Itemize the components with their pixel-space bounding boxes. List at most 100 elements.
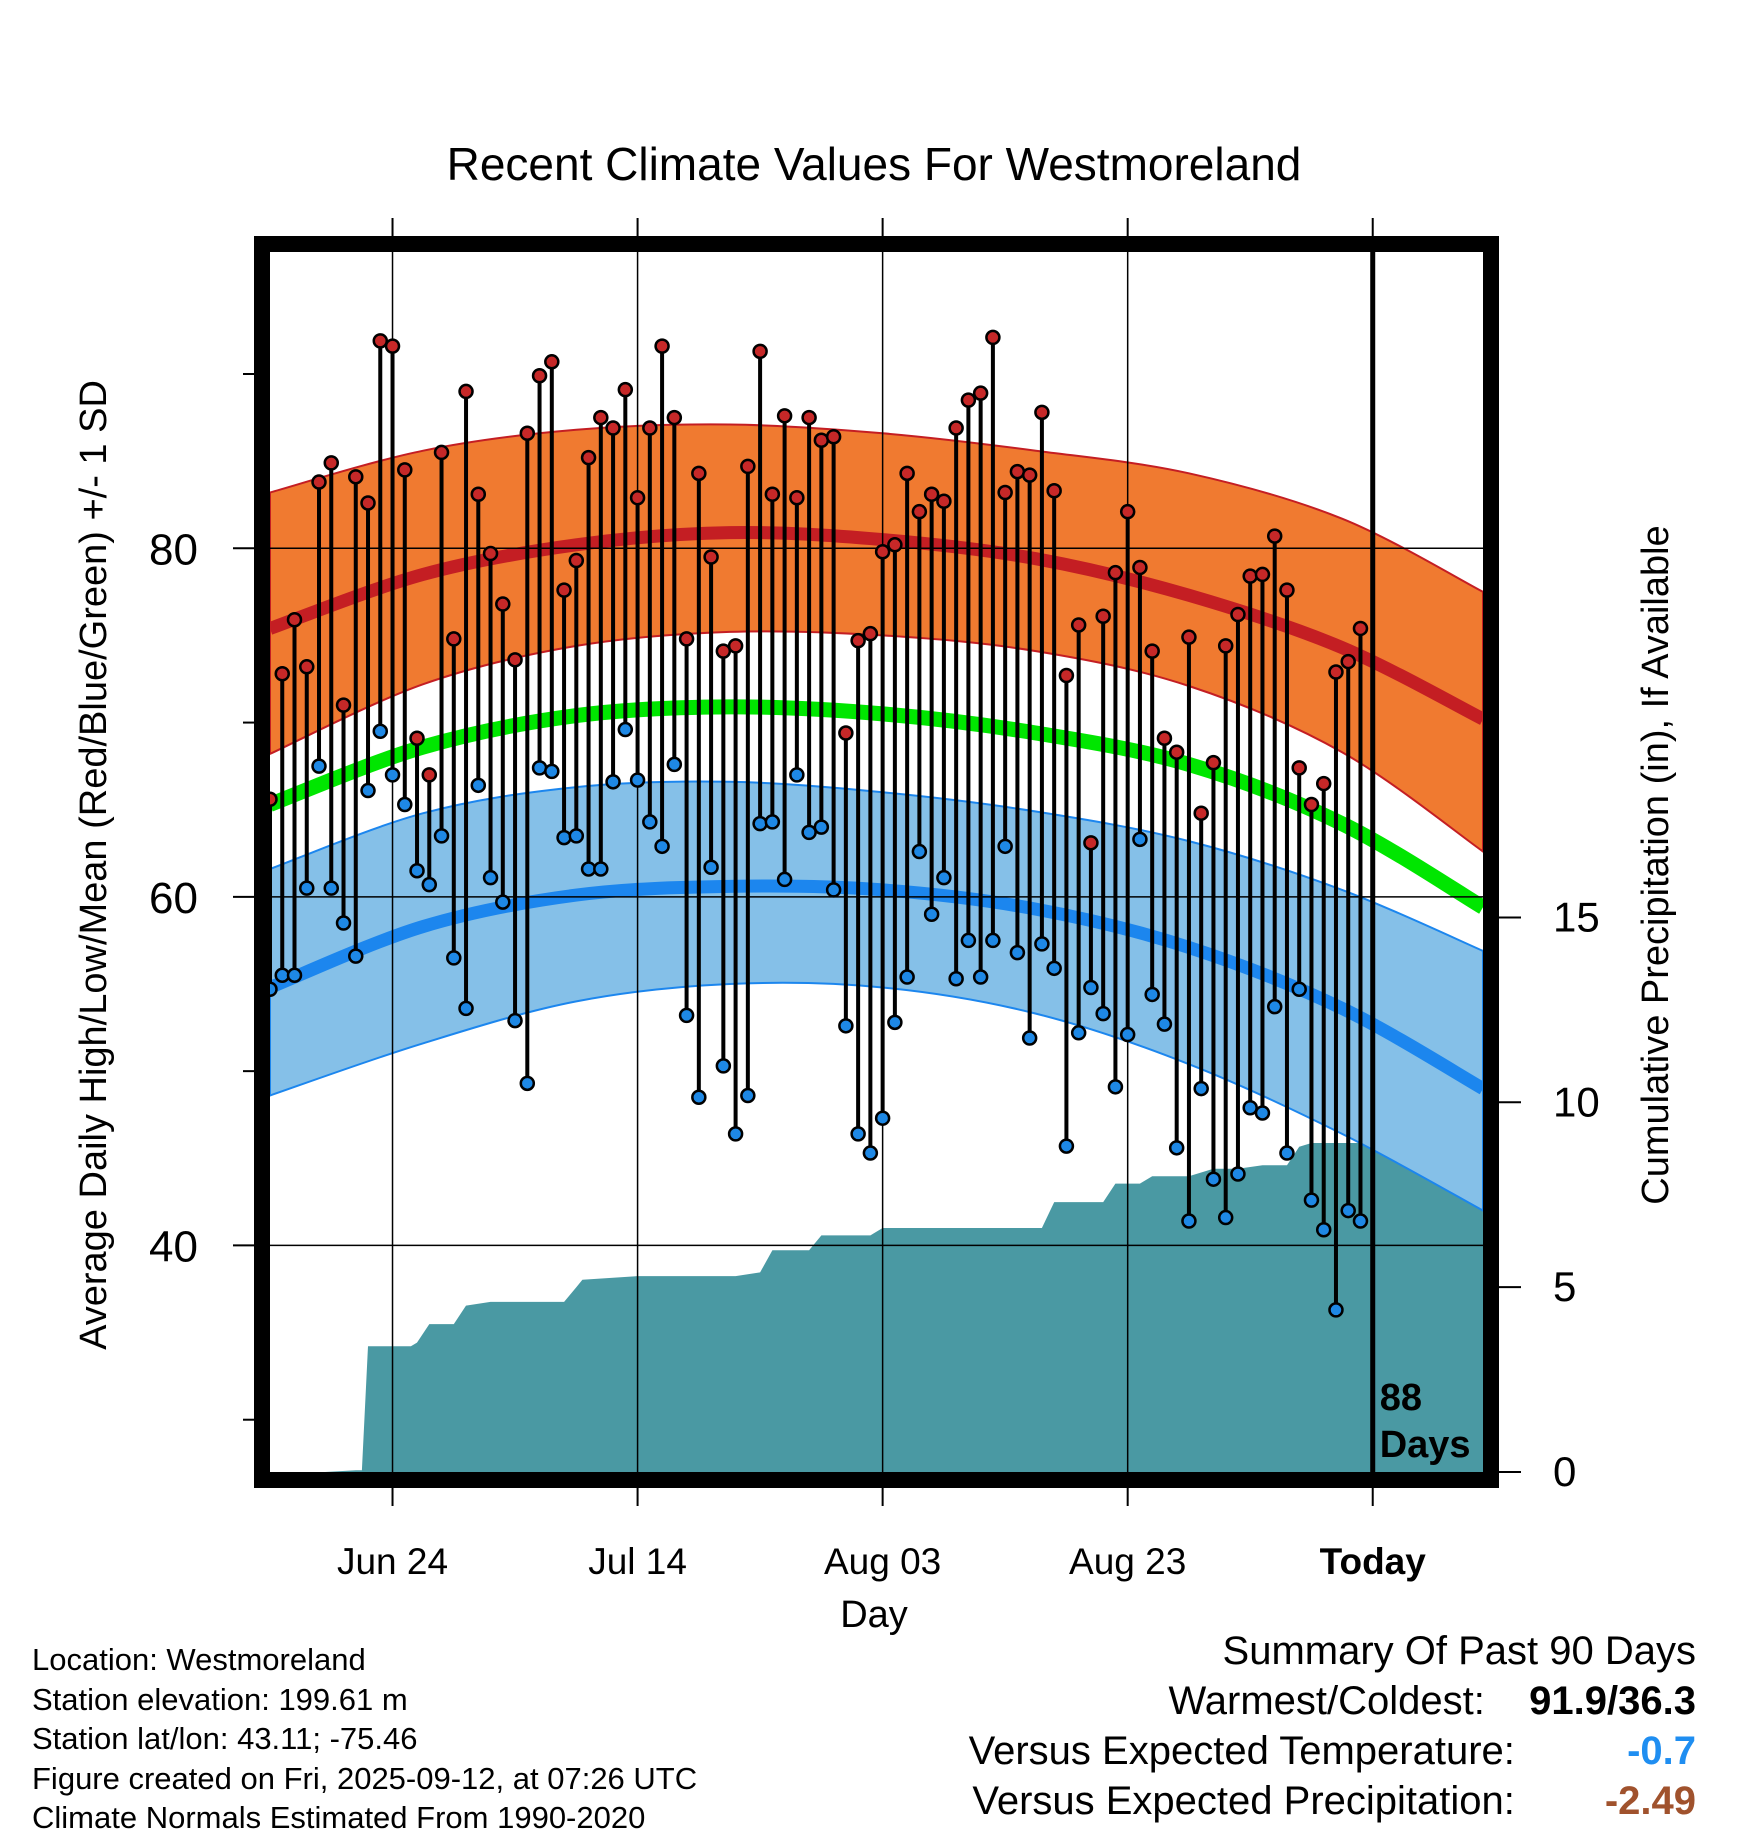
daily-low-point xyxy=(1266,998,1283,1015)
summary-temp-label: Versus Expected Temperature: xyxy=(968,1729,1515,1773)
daily-low-point xyxy=(654,838,670,855)
daily-high-point xyxy=(691,465,707,482)
daily-high-point xyxy=(1034,404,1050,421)
daily-high-point xyxy=(752,343,768,360)
daily-high-point xyxy=(923,486,940,503)
daily-high-point xyxy=(470,486,487,503)
daily-high-point xyxy=(348,469,364,485)
daily-high-point xyxy=(1279,582,1295,598)
precipitation-area xyxy=(270,1143,1483,1472)
daily-high-point xyxy=(580,449,597,466)
daily-high-point xyxy=(531,367,548,384)
daily-high-point xyxy=(421,767,438,783)
latlon-text: Station lat/lon: 43.11; -75.46 xyxy=(32,1721,418,1756)
daily-high-point xyxy=(887,537,903,553)
daily-low-point xyxy=(740,1087,756,1104)
summary-warmest-row: Warmest/Coldest: 91.9/36.3 xyxy=(969,1676,1697,1726)
daily-low-point xyxy=(1009,944,1026,961)
daily-high-point xyxy=(360,495,376,511)
y-tick-label-left: 80 xyxy=(149,525,198,574)
station-info: Location: Westmoreland Station elevation… xyxy=(32,1640,697,1838)
daily-low-point xyxy=(458,1000,474,1017)
normals-text: Climate Normals Estimated From 1990-2020 xyxy=(32,1800,646,1835)
daily-high-point xyxy=(727,638,744,654)
daily-high-point xyxy=(1132,559,1148,576)
daily-high-point xyxy=(776,408,793,424)
daily-low-point xyxy=(825,882,842,898)
summary-temp-row: Versus Expected Temperature: -0.7 xyxy=(969,1726,1696,1776)
daily-high-point xyxy=(874,544,891,560)
daily-low-point xyxy=(519,1075,536,1092)
y-tick-label-left: 60 xyxy=(149,874,198,923)
summary-precip-value: -2.49 xyxy=(1604,1779,1696,1823)
daily-high-point xyxy=(960,392,977,408)
daily-high-point xyxy=(519,425,536,442)
plot-frame xyxy=(254,236,1499,1488)
daily-high-point xyxy=(384,338,401,354)
plot-area: 88 Days xyxy=(270,252,1483,1472)
daily-low-point xyxy=(544,763,560,780)
daily-low-point xyxy=(617,721,634,738)
daily-low-point xyxy=(678,1007,695,1024)
daily-low-point xyxy=(1046,960,1062,977)
daily-low-point xyxy=(531,760,548,776)
daily-high-point xyxy=(409,730,425,747)
x-tick-label: Today xyxy=(1320,1541,1427,1582)
daily-low-point xyxy=(409,862,425,879)
y-tick-label-right: 15 xyxy=(1553,893,1600,940)
daily-high-point xyxy=(270,791,278,808)
daily-high-point xyxy=(825,428,842,445)
daily-high-point xyxy=(948,420,964,436)
daily-high-point xyxy=(740,458,756,475)
daily-high-point xyxy=(862,625,879,642)
days-label: Days xyxy=(1380,1424,1471,1466)
elevation-text: Station elevation: 199.61 m xyxy=(32,1681,408,1717)
daily-low-point xyxy=(1107,1079,1124,1095)
daily-high-point xyxy=(1119,503,1136,520)
daily-high-point xyxy=(1230,606,1246,623)
daily-low-point xyxy=(642,814,658,830)
daily-high-point xyxy=(446,631,462,647)
daily-high-point xyxy=(507,652,523,668)
daily-low-point xyxy=(1217,1209,1234,1226)
daily-high-point xyxy=(274,666,291,682)
daily-low-point xyxy=(1193,1080,1209,1097)
daily-low-point xyxy=(446,950,462,966)
daily-low-point xyxy=(360,782,376,799)
daily-low-point xyxy=(985,932,1001,949)
y-tick-label-right: 10 xyxy=(1553,1078,1600,1125)
daily-low-point xyxy=(727,1126,744,1142)
daily-low-point xyxy=(1315,1221,1332,1238)
axes: Jun 24 Jul 14 Aug 03 Aug 23 Today 40 60 80 0 5 10 1… xyxy=(149,218,1600,1582)
daily-high-point xyxy=(433,444,450,461)
daily-low-point xyxy=(1242,1099,1258,1116)
daily-low-point xyxy=(997,838,1013,855)
daily-high-point xyxy=(1217,638,1234,654)
daily-low-point xyxy=(1230,1166,1246,1182)
daily-low-point xyxy=(1181,1213,1197,1229)
daily-high-point xyxy=(1242,568,1258,584)
daily-low-point xyxy=(482,869,499,886)
daily-high-point xyxy=(715,643,732,659)
daily-low-point xyxy=(1352,1213,1369,1229)
x-tick-label: Jul 14 xyxy=(588,1541,687,1582)
daily-low-point xyxy=(838,1018,854,1034)
x-tick-label: Aug 03 xyxy=(824,1541,941,1582)
daily-low-point xyxy=(899,969,915,985)
daily-high-point xyxy=(997,484,1013,501)
daily-high-point xyxy=(605,420,621,436)
daily-high-point xyxy=(299,659,315,675)
daily-high-point xyxy=(1352,620,1369,637)
daily-low-point xyxy=(1034,936,1050,952)
daily-low-point xyxy=(433,828,450,844)
daily-low-point xyxy=(666,756,683,773)
daily-low-point xyxy=(1083,979,1099,996)
daily-high-point xyxy=(654,338,670,354)
daily-low-point xyxy=(1168,1140,1185,1156)
daily-high-point xyxy=(286,611,303,628)
daily-high-point xyxy=(678,631,695,647)
daily-high-point xyxy=(838,725,854,741)
daily-low-point xyxy=(323,880,340,896)
daily-low-point xyxy=(495,894,511,910)
daily-high-point xyxy=(1291,760,1307,776)
